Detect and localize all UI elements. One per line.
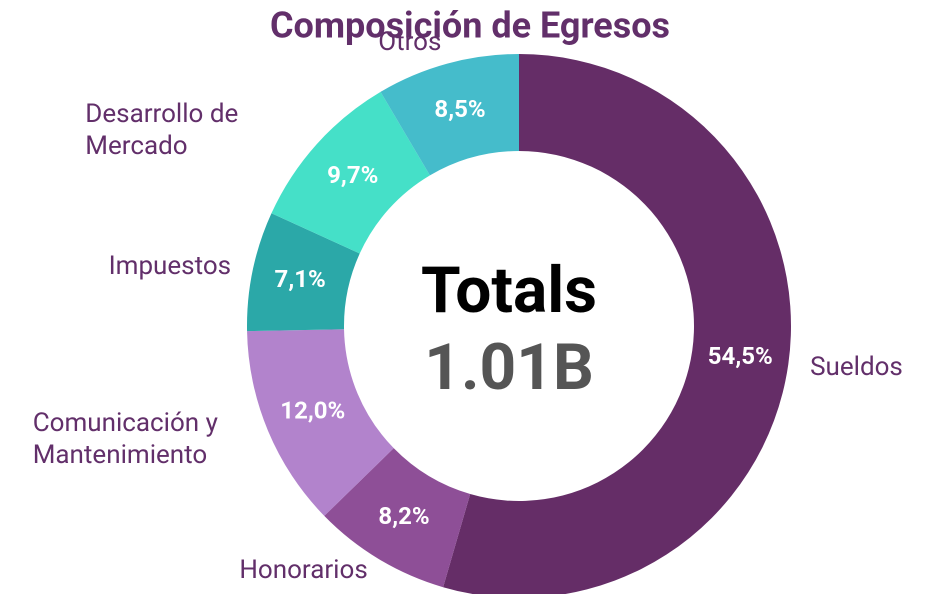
donut-segment	[271, 91, 430, 254]
value-label: 8,2%	[378, 502, 429, 530]
center-label: Totals	[421, 253, 597, 328]
donut-segment	[247, 213, 360, 332]
chart-title: Composición de Egresos	[270, 5, 670, 47]
donut-segment	[324, 448, 471, 588]
value-label: 12,0%	[280, 397, 345, 425]
category-label: Otros	[378, 27, 442, 58]
donut-segment	[443, 54, 791, 594]
category-label: Honorarios	[239, 555, 368, 585]
category-label: Sueldos	[810, 352, 903, 383]
value-label: 8,5%	[434, 95, 485, 123]
center-value: 1.01B	[424, 330, 594, 405]
category-label: Comunicación y Mantenimiento	[32, 408, 218, 471]
donut-segment	[380, 54, 519, 176]
value-label: 7,1%	[275, 265, 326, 293]
category-label: Desarrollo de Mercado	[85, 98, 239, 161]
value-label: 54,5%	[708, 342, 773, 370]
category-label: Impuestos	[108, 251, 232, 282]
value-label: 9,7%	[327, 161, 378, 189]
donut-segment	[247, 329, 394, 516]
